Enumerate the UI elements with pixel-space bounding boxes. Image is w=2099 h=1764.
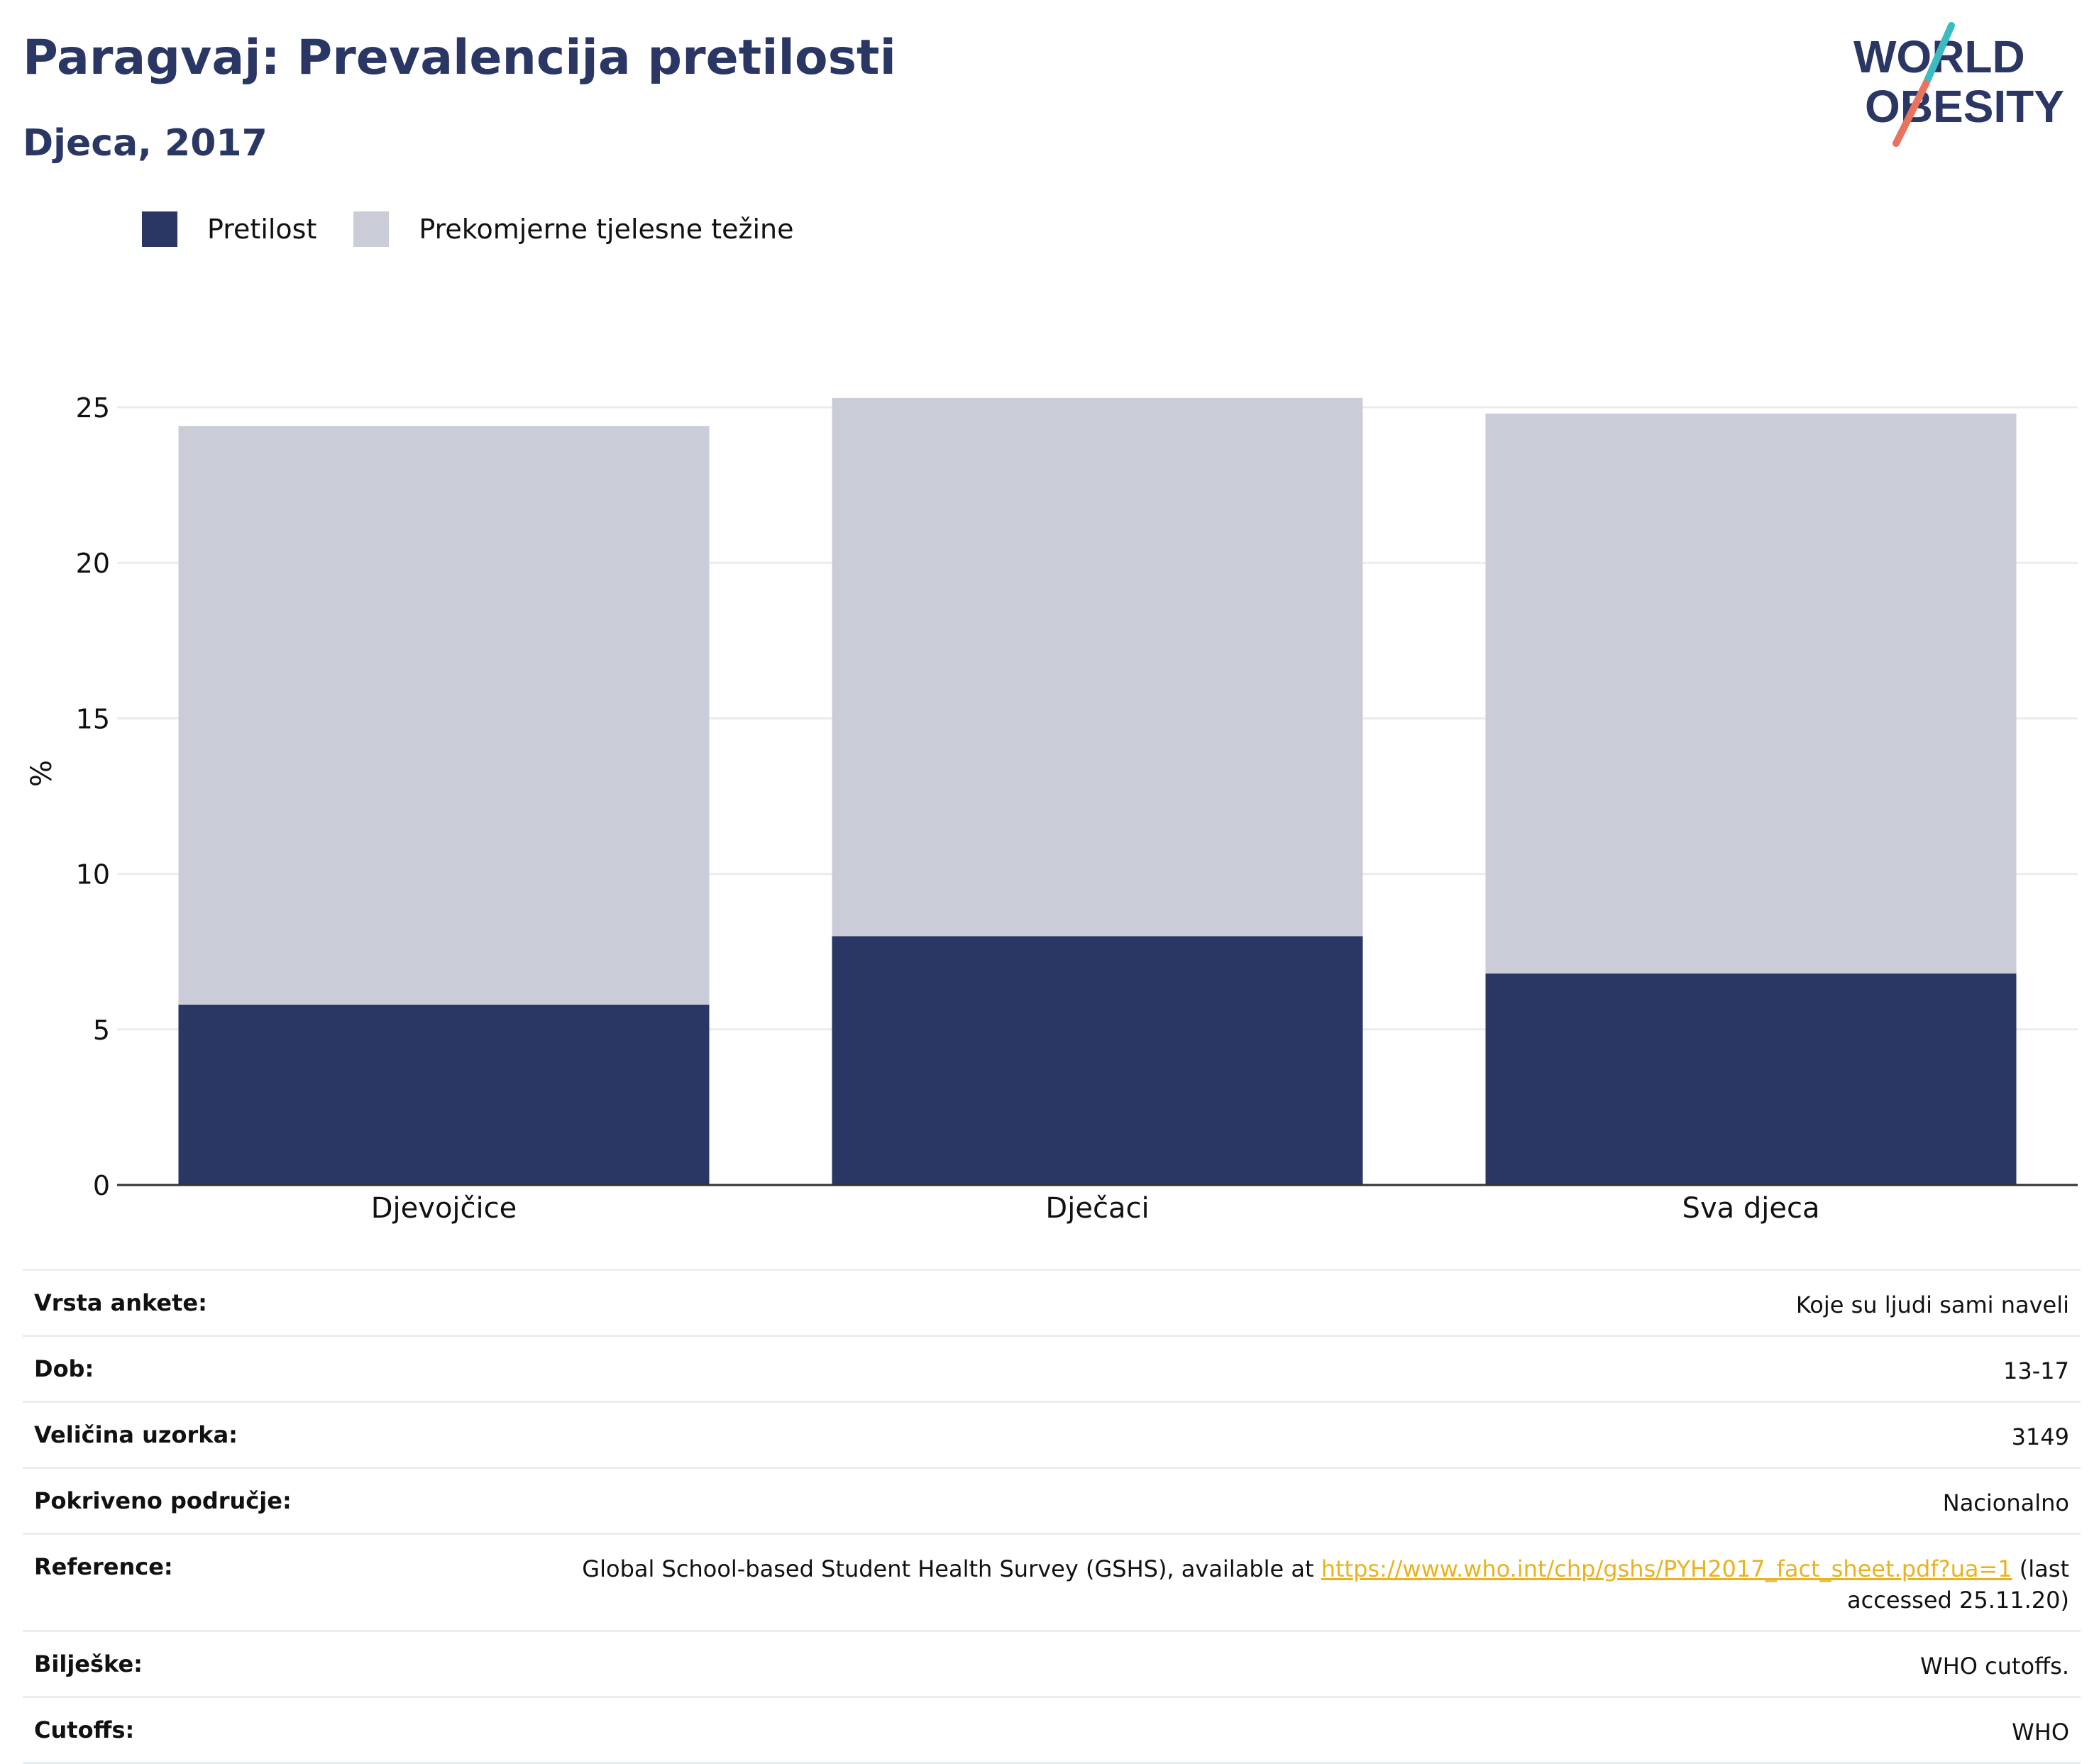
logo-stroke-teal	[1922, 22, 1955, 87]
reference-suffix: (last accessed 25.11.20)	[1847, 1555, 2069, 1614]
bar-overweight	[1485, 413, 2017, 974]
info-row-age: Dob: 13-17	[23, 1335, 2081, 1401]
y-tick-label: 10	[76, 859, 110, 891]
bar-obesity	[832, 936, 1363, 1185]
info-value: 3149	[2011, 1423, 2069, 1450]
info-value: Koje su ljudi sami naveli	[1795, 1291, 2069, 1318]
legend-label-overweight: Prekomjerne tjelesne težine	[419, 214, 794, 245]
x-tick-label: Sva djeca	[1682, 1192, 1820, 1225]
x-tick-label: Djevojčice	[371, 1192, 517, 1225]
bar-obesity	[178, 1004, 710, 1185]
info-row-survey-type: Vrsta ankete: Koje su ljudi sami naveli	[23, 1269, 2081, 1335]
reference-prefix: Global School-based Student Health Surve…	[582, 1555, 1321, 1582]
info-value: Global School-based Student Health Surve…	[579, 1553, 2069, 1616]
info-label: Vrsta ankete:	[34, 1289, 207, 1316]
info-row-notes: Bilješke: WHO cutoffs.	[23, 1630, 2081, 1696]
legend-item-overweight: Prekomjerne tjelesne težine	[353, 211, 794, 247]
chart-subtitle: Djeca, 2017	[23, 122, 268, 165]
reference-link[interactable]: https://www.who.int/chp/gshs/PYH2017_fac…	[1321, 1555, 2012, 1582]
world-obesity-logo: WORLD OBESITY	[1853, 22, 2064, 147]
info-value: WHO	[2012, 1719, 2069, 1746]
y-tick-label: 0	[93, 1170, 110, 1201]
x-tick-label: Dječaci	[1045, 1192, 1149, 1225]
legend-swatch-overweight	[353, 211, 390, 247]
y-tick-label: 20	[76, 548, 110, 579]
info-row-sample-size: Veličina uzorka: 3149	[23, 1401, 2081, 1467]
bar-obesity	[1485, 973, 2017, 1185]
info-value: WHO cutoffs.	[1920, 1653, 2069, 1680]
info-value: Nacionalno	[1942, 1489, 2069, 1516]
bar-overweight	[178, 426, 710, 1005]
info-label: Reference:	[34, 1553, 173, 1580]
logo-line2: OBESITY	[1865, 81, 2064, 132]
info-label: Pokriveno područje:	[34, 1487, 292, 1514]
info-row-cutoffs: Cutoffs: WHO	[23, 1696, 2081, 1764]
info-row-coverage: Pokriveno područje: Nacionalno	[23, 1467, 2081, 1533]
info-row-reference: Reference: Global School-based Student H…	[23, 1533, 2081, 1630]
info-label: Dob:	[34, 1355, 94, 1382]
y-tick-label: 15	[76, 703, 110, 734]
chart-title: Paragvaj: Prevalencija pretilosti	[23, 30, 896, 86]
info-label: Veličina uzorka:	[34, 1421, 238, 1448]
logo-stroke-coral	[1893, 80, 1929, 147]
bar-overweight	[832, 397, 1363, 937]
info-label: Bilješke:	[34, 1650, 143, 1677]
survey-info-table: Vrsta ankete: Koje su ljudi sami naveli …	[23, 1269, 2081, 1764]
info-value: 13-17	[2003, 1357, 2069, 1384]
y-axis-label: %	[26, 760, 58, 787]
y-tick-label: 5	[93, 1015, 110, 1046]
legend-label-obesity: Pretilost	[207, 214, 317, 245]
stacked-bar-chart: 0 5 10 15 20 25% Djevojčice Dječaci Sva djeca	[26, 392, 2078, 1225]
legend-item-obesity: Pretilost	[142, 211, 316, 247]
y-tick-label: 25	[76, 392, 110, 424]
info-label: Cutoffs:	[34, 1716, 135, 1743]
chart-legend: Pretilost Prekomjerne tjelesne težine	[142, 211, 831, 247]
legend-swatch-obesity	[142, 211, 177, 247]
